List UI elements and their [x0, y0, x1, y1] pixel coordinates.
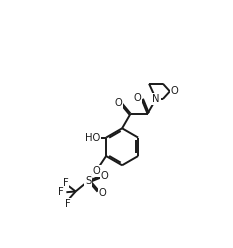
- Text: O: O: [134, 93, 142, 103]
- Text: O: O: [101, 171, 108, 181]
- Text: O: O: [98, 188, 106, 198]
- Text: F: F: [58, 187, 64, 197]
- Text: O: O: [171, 86, 178, 96]
- Text: F: F: [65, 199, 71, 209]
- Text: S: S: [85, 176, 91, 186]
- Text: N: N: [152, 94, 160, 104]
- Text: HO: HO: [85, 133, 100, 143]
- Text: O: O: [114, 98, 122, 108]
- Text: O: O: [93, 166, 101, 176]
- Text: F: F: [63, 178, 69, 188]
